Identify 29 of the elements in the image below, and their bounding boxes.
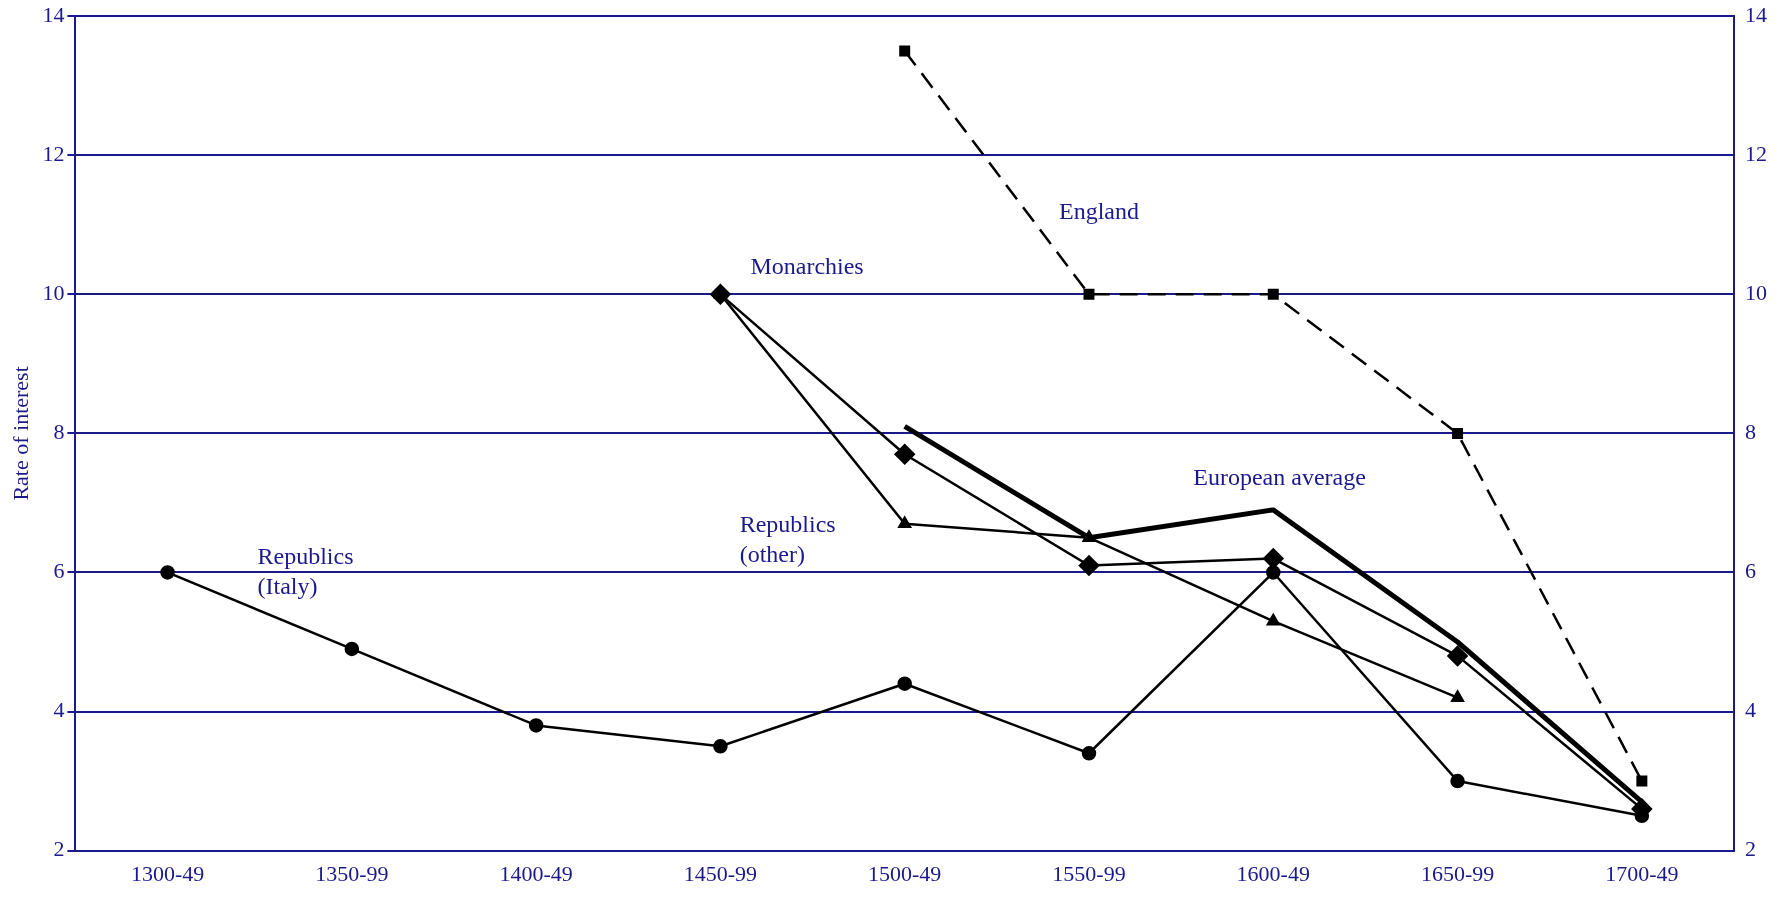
x-tick-label: 1500-49 <box>868 860 942 886</box>
x-tick-label: 1650-99 <box>1420 860 1495 886</box>
y-tick-label: 8 <box>53 419 65 445</box>
x-tick-label: 1350-99 <box>315 860 389 886</box>
y-tick-label: 4 <box>53 697 65 723</box>
y-axis-title: Rate of interest <box>7 366 33 501</box>
series-label: Monarchies <box>750 253 864 280</box>
y2-tick-label: 14 <box>1745 1 1767 27</box>
y2-tick-label: 8 <box>1745 419 1756 445</box>
x-tick-label: 1400-49 <box>499 860 573 886</box>
series-label: Republics (Italy) <box>257 543 354 600</box>
y-tick-label: 14 <box>42 1 65 27</box>
y-tick-label: 6 <box>53 558 65 584</box>
y2-tick-label: 12 <box>1745 141 1767 167</box>
y-tick-label: 12 <box>42 141 65 167</box>
y2-tick-label: 4 <box>1745 697 1756 723</box>
x-tick-label: 1600-49 <box>1236 860 1310 886</box>
y-tick-label: 2 <box>53 836 65 862</box>
x-tick-label: 1700-49 <box>1605 860 1679 886</box>
y2-tick-label: 10 <box>1745 280 1767 306</box>
x-tick-label: 1300-49 <box>130 860 205 886</box>
series-label: Republics (other) <box>739 510 836 567</box>
series-label: European average <box>1193 463 1366 490</box>
y2-tick-label: 2 <box>1745 836 1756 862</box>
y2-tick-label: 6 <box>1745 558 1756 584</box>
x-tick-label: 1450-99 <box>683 860 758 886</box>
y-tick-label: 10 <box>42 280 65 306</box>
x-tick-label: 1550-99 <box>1052 860 1126 886</box>
series-label: England <box>1058 198 1139 225</box>
